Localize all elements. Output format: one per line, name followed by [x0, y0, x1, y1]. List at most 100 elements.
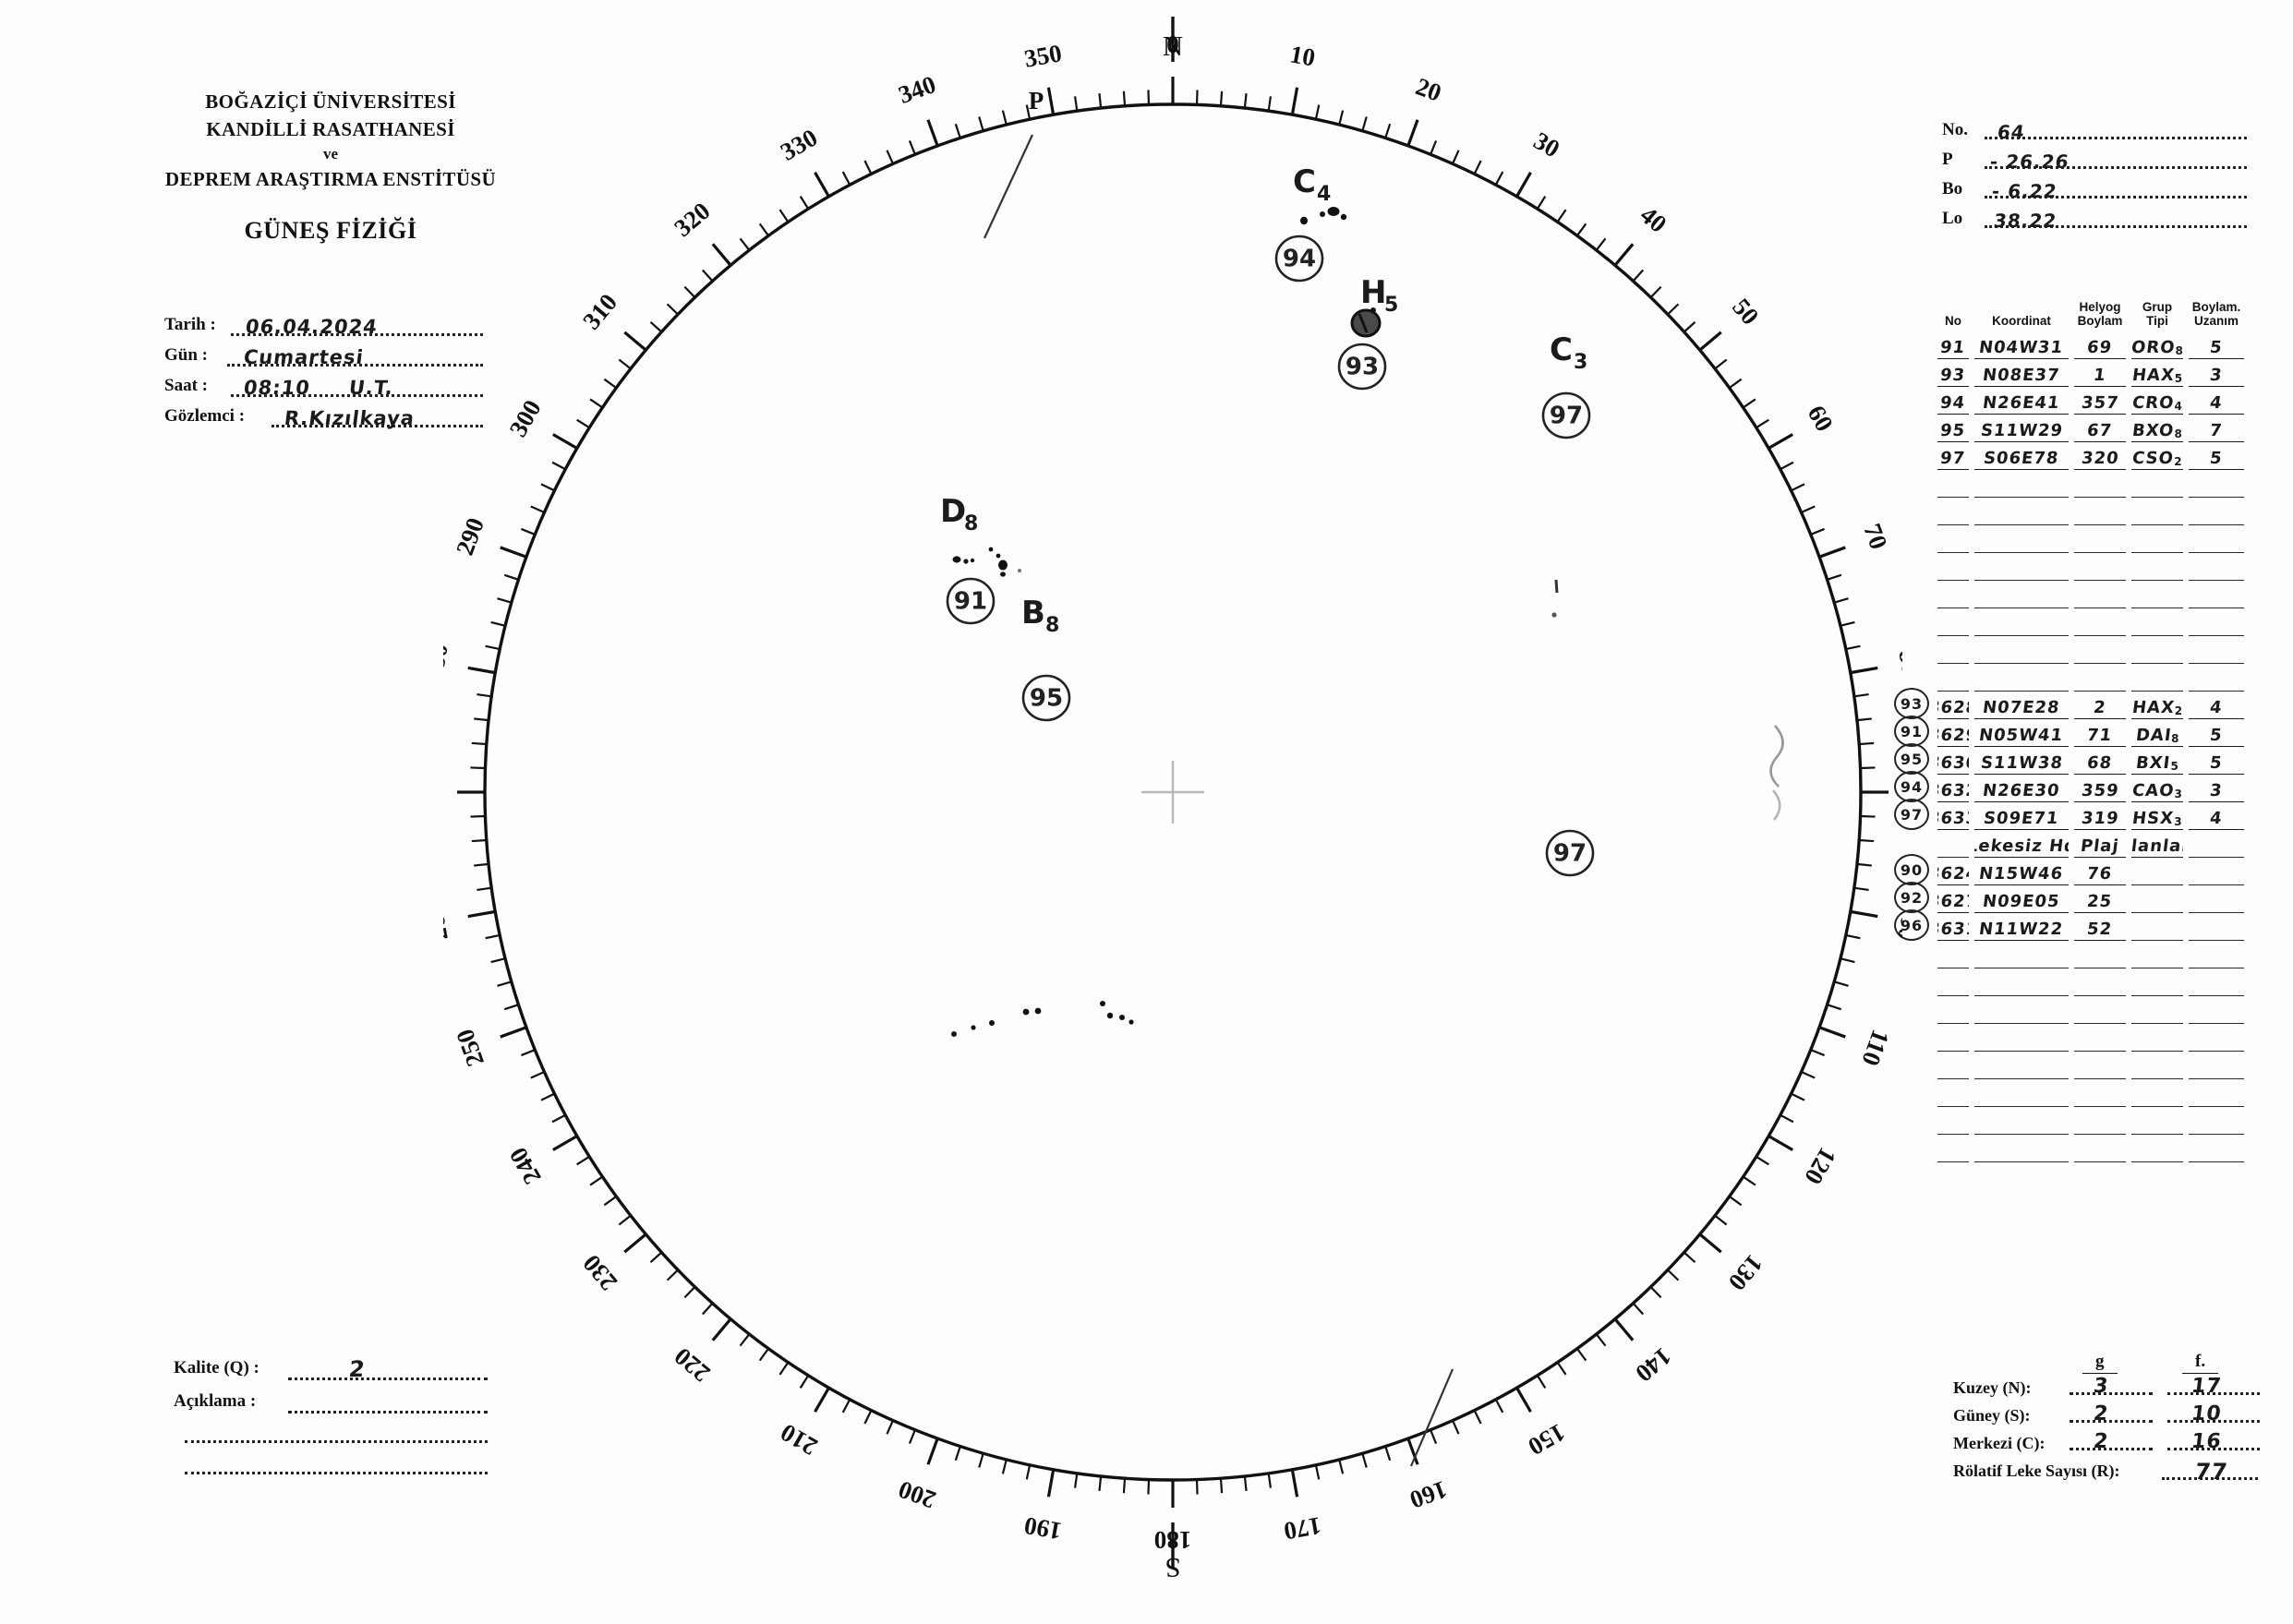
cell-no[interactable]	[1937, 1083, 1969, 1107]
cell-grup-tipi[interactable]: HAX5	[2131, 363, 2183, 387]
cell-no[interactable]: 3630	[1937, 751, 1969, 775]
cell-boylam-uzanim[interactable]: 5	[2189, 723, 2244, 747]
note-cell-3[interactable]: Plaj	[2074, 834, 2126, 858]
row-merkezi[interactable]: Merkezi (C): 2 16	[1953, 1429, 2258, 1457]
cell-grup-tipi[interactable]: HAX2	[2131, 695, 2183, 719]
cell-koordinat[interactable]	[1974, 1028, 2069, 1052]
cell-no[interactable]	[1937, 1111, 1969, 1135]
table-row[interactable]	[1935, 1024, 2258, 1052]
cell-koordinat[interactable]	[1974, 1055, 2069, 1079]
cell-grup-tipi[interactable]	[2131, 972, 2183, 996]
cell-grup-tipi[interactable]	[2131, 1028, 2183, 1052]
cell-koordinat[interactable]	[1974, 612, 2069, 636]
cell-koordinat[interactable]: N07E28	[1974, 695, 2069, 719]
cell-koordinat[interactable]	[1974, 944, 2069, 968]
field-aciklama[interactable]: Açıklama :	[174, 1388, 488, 1421]
cell-grup-tipi[interactable]	[2131, 917, 2183, 941]
table-row[interactable]	[1935, 498, 2258, 525]
aciklama-line-2[interactable]	[174, 1421, 488, 1452]
cell-helyog-boylam[interactable]	[2074, 1028, 2126, 1052]
table-row[interactable]: 943632N26E30359CAO33	[1935, 775, 2258, 802]
cell-no[interactable]: 3633	[1937, 806, 1969, 830]
cell-no[interactable]: 3631	[1937, 917, 1969, 941]
cell-boylam-uzanim[interactable]	[2189, 529, 2244, 553]
table-row[interactable]	[1935, 941, 2258, 968]
cell-boylam-uzanim[interactable]	[2189, 972, 2244, 996]
cell-no[interactable]: 3629	[1937, 723, 1969, 747]
table-row[interactable]	[1935, 1107, 2258, 1135]
table-row[interactable]: 913629N05W4171DAI85	[1935, 719, 2258, 747]
cell-no[interactable]	[1937, 944, 1969, 968]
cell-koordinat[interactable]: N04W31	[1974, 335, 2069, 359]
table-row[interactable]: 95S11W2967BXO87	[1935, 415, 2258, 442]
cell-boylam-uzanim[interactable]	[2189, 501, 2244, 525]
cell-boylam-uzanim[interactable]	[2189, 668, 2244, 692]
cell-no[interactable]	[1937, 1055, 1969, 1079]
cell-koordinat[interactable]	[1974, 972, 2069, 996]
cell-boylam-uzanim[interactable]: 7	[2189, 418, 2244, 442]
cell-no[interactable]	[1937, 501, 1969, 525]
cell-koordinat[interactable]	[1974, 1138, 2069, 1162]
cell-grup-tipi[interactable]: BXO8	[2131, 418, 2183, 442]
note-cell-2[interactable]: Lekesiz Hα	[1974, 834, 2069, 858]
note-cell-4[interactable]: Alanları	[2131, 834, 2183, 858]
cell-helyog-boylam[interactable]: 359	[2074, 778, 2126, 802]
cell-helyog-boylam[interactable]	[2074, 944, 2126, 968]
table-row[interactable]: 963631N11W2252	[1935, 913, 2258, 941]
cell-no[interactable]	[1937, 612, 1969, 636]
table-row[interactable]: 923627N09E0525	[1935, 885, 2258, 913]
cell-boylam-uzanim[interactable]: 4	[2189, 695, 2244, 719]
cell-boylam-uzanim[interactable]: 4	[2189, 391, 2244, 415]
cell-helyog-boylam[interactable]: 319	[2074, 806, 2126, 830]
cell-no[interactable]: 93	[1937, 363, 1969, 387]
table-row[interactable]: 93N08E371HAX53	[1935, 359, 2258, 387]
cell-boylam-uzanim[interactable]	[2189, 584, 2244, 608]
cell-boylam-uzanim[interactable]	[2189, 1138, 2244, 1162]
cell-grup-tipi[interactable]	[2131, 584, 2183, 608]
cell-grup-tipi[interactable]	[2131, 557, 2183, 581]
cell-helyog-boylam[interactable]: 2	[2074, 695, 2126, 719]
cell-grup-tipi[interactable]: ORO8	[2131, 335, 2183, 359]
cell-no[interactable]	[1937, 584, 1969, 608]
table-row[interactable]: 94N26E41357CRO44	[1935, 387, 2258, 415]
cell-koordinat[interactable]: S09E71	[1974, 806, 2069, 830]
cell-grup-tipi[interactable]	[2131, 501, 2183, 525]
table-row[interactable]: 953630S11W3868BXI55	[1935, 747, 2258, 775]
cell-grup-tipi[interactable]	[2131, 1138, 2183, 1162]
cell-boylam-uzanim[interactable]	[2189, 640, 2244, 664]
cell-koordinat[interactable]	[1974, 501, 2069, 525]
cell-no[interactable]	[1937, 1138, 1969, 1162]
cell-koordinat[interactable]	[1974, 668, 2069, 692]
table-row[interactable]: 903624N15W4676	[1935, 858, 2258, 885]
cell-helyog-boylam[interactable]: 67	[2074, 418, 2126, 442]
field-kalite[interactable]: Kalite (Q) : 2	[174, 1354, 488, 1388]
table-row[interactable]: 97S06E78320CSO25	[1935, 442, 2258, 470]
cell-no[interactable]	[1937, 529, 1969, 553]
table-row[interactable]	[1935, 664, 2258, 692]
cell-grup-tipi[interactable]	[2131, 612, 2183, 636]
table-row[interactable]	[1935, 553, 2258, 581]
cell-grup-tipi[interactable]	[2131, 1111, 2183, 1135]
cell-helyog-boylam[interactable]: 71	[2074, 723, 2126, 747]
cell-helyog-boylam[interactable]	[2074, 501, 2126, 525]
cell-koordinat[interactable]	[1974, 557, 2069, 581]
cell-boylam-uzanim[interactable]	[2189, 1028, 2244, 1052]
cell-helyog-boylam[interactable]	[2074, 1055, 2126, 1079]
cell-helyog-boylam[interactable]	[2074, 1083, 2126, 1107]
table-row[interactable]	[1935, 968, 2258, 996]
cell-koordinat[interactable]: N08E37	[1974, 363, 2069, 387]
cell-koordinat[interactable]	[1974, 1111, 2069, 1135]
cell-koordinat[interactable]	[1974, 474, 2069, 498]
aciklama-line-3[interactable]	[174, 1452, 488, 1484]
cell-grup-tipi[interactable]: DAI8	[2131, 723, 2183, 747]
field-lo[interactable]: Lo 38.22	[1942, 206, 2247, 235]
table-row[interactable]	[1935, 470, 2258, 498]
cell-boylam-uzanim[interactable]	[2189, 1111, 2244, 1135]
cell-grup-tipi[interactable]: CRO4	[2131, 391, 2183, 415]
table-row[interactable]	[1935, 1135, 2258, 1162]
cell-helyog-boylam[interactable]	[2074, 557, 2126, 581]
cell-helyog-boylam[interactable]	[2074, 640, 2126, 664]
cell-boylam-uzanim[interactable]: 5	[2189, 335, 2244, 359]
cell-helyog-boylam[interactable]: 69	[2074, 335, 2126, 359]
cell-helyog-boylam[interactable]: 76	[2074, 861, 2126, 885]
